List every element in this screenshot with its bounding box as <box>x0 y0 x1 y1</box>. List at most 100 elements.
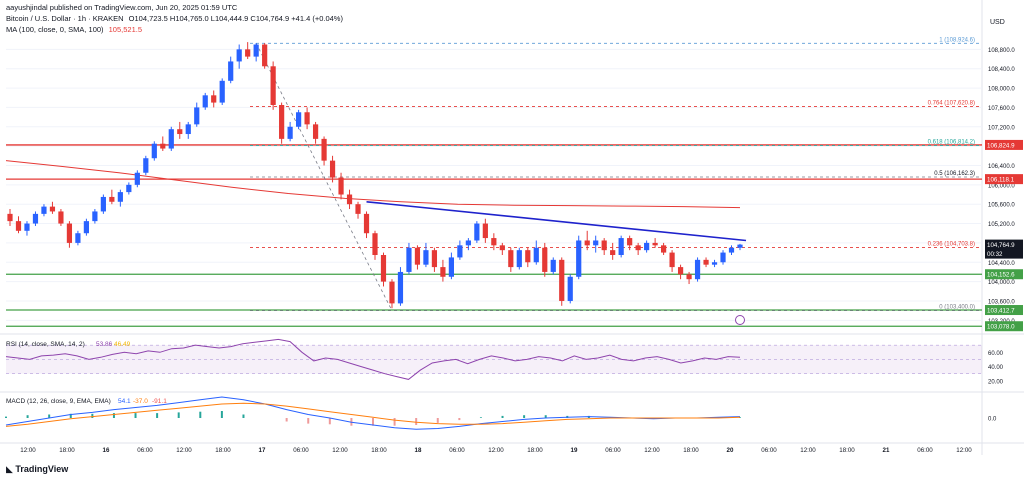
candle-body <box>117 192 123 202</box>
candle-body <box>41 206 47 214</box>
macd-histogram-bar <box>177 412 180 418</box>
ma-line: MA (100, close, 0, SMA, 100) 105,521.5 <box>6 25 145 34</box>
candle-body <box>7 213 13 222</box>
candle-body <box>100 196 106 212</box>
price-tick-label: 106,000.0 <box>988 183 1015 189</box>
candle-body <box>211 95 217 103</box>
currency-label: USD <box>990 19 1005 26</box>
price-badge <box>985 174 1023 185</box>
symbol-line: Bitcoin / U.S. Dollar · 1h · KRAKEN O104… <box>6 14 346 23</box>
symbol-label: Bitcoin / U.S. Dollar · 1h · KRAKEN <box>6 14 124 23</box>
macd-histogram-bar <box>48 414 51 418</box>
candle-body <box>380 255 387 282</box>
time-tick-label: 17 <box>259 447 266 454</box>
candle-body <box>83 221 89 234</box>
candle-body <box>703 259 709 265</box>
time-tick-label: 18:00 <box>683 447 699 454</box>
candle-body <box>75 233 81 243</box>
candle-body <box>610 250 616 255</box>
time-tick-label: 12:00 <box>956 447 972 454</box>
candle-body <box>126 184 132 193</box>
price-tick-label: 108,400.0 <box>988 67 1015 73</box>
time-tick-label: 21 <box>883 447 890 454</box>
price-badge-label: 106,118.1 <box>987 177 1015 184</box>
candle-body <box>601 240 607 251</box>
time-tick-label: 18:00 <box>371 447 387 454</box>
fib-level-label: 0.236 (104,703.8) <box>928 242 975 248</box>
macd-tick-label: 0.0 <box>988 417 997 423</box>
fib-connector <box>255 43 393 311</box>
candle-body <box>533 247 539 263</box>
candle-body <box>516 250 522 268</box>
candle-body <box>499 245 505 251</box>
candle-body <box>711 262 718 265</box>
time-tick-label: 12:00 <box>800 447 816 454</box>
candle-body <box>279 105 285 139</box>
fib-level-label: 0.618 (106,814.2) <box>928 139 975 145</box>
macd-histogram-bar <box>307 418 310 424</box>
macd-histogram-bar <box>112 413 115 418</box>
candle-body <box>448 257 454 277</box>
candle-body <box>134 172 140 185</box>
price-tick-label: 106,400.0 <box>988 164 1015 170</box>
moving-average-line <box>5 160 741 209</box>
candle-body <box>228 61 234 81</box>
candle-body <box>677 267 684 275</box>
candle-body <box>304 112 310 125</box>
macd-histogram-bar <box>523 415 526 418</box>
candle-body <box>338 177 344 195</box>
candle-body <box>457 245 463 258</box>
candle-body <box>559 259 565 301</box>
macd-histogram-bar <box>415 418 418 425</box>
macd-signal-value: -37.0 <box>133 398 148 405</box>
price-tick-label: 107,600.0 <box>988 106 1015 112</box>
candle-body <box>491 238 497 246</box>
candle-body <box>32 213 39 224</box>
price-badge-label: 104,152.6 <box>987 272 1015 279</box>
price-badge-label: 106,824.9 <box>987 142 1015 149</box>
candle-body <box>482 223 488 239</box>
time-tick-label: 18:00 <box>527 447 543 454</box>
rsi-tick-label: 60.00 <box>988 351 1004 357</box>
fib-level-label: 0.764 (107,620.8) <box>928 100 975 106</box>
price-badge-label: 104,764.9 <box>987 242 1015 249</box>
macd-signal-line <box>5 402 741 427</box>
time-tick-label: 12:00 <box>332 447 348 454</box>
macd-histogram-bar <box>544 415 547 418</box>
candle-body <box>644 242 650 251</box>
candle-body <box>262 44 268 67</box>
macd-histogram-bar <box>501 415 504 418</box>
candle-body <box>329 160 336 178</box>
event-icon <box>735 315 745 325</box>
candle-body <box>312 124 319 139</box>
macd-label: MACD (12, 26, close, 9, EMA, EMA) <box>6 398 111 405</box>
candle-body <box>92 211 98 222</box>
time-tick-label: 12:00 <box>488 447 504 454</box>
macd-histogram-bar <box>393 418 396 426</box>
macd-histogram-bar <box>199 411 202 418</box>
descending-trendline <box>366 200 747 242</box>
price-tick-label: 105,600.0 <box>988 203 1015 209</box>
candle-body <box>397 271 404 304</box>
rsi-value: 53.86 <box>96 341 113 348</box>
tradingview-logo: ◣ TradingView <box>6 464 69 474</box>
macd-histogram-bar <box>220 411 223 418</box>
candle-body <box>363 213 370 234</box>
time-tick-label: 18:00 <box>59 447 75 454</box>
candle-body <box>346 194 353 205</box>
time-tick-label: 18:00 <box>215 447 231 454</box>
candle-body <box>109 196 115 202</box>
candle-body <box>406 247 412 272</box>
candle-body <box>618 238 624 255</box>
price-badge <box>985 269 1023 280</box>
candle-body <box>414 247 421 265</box>
time-tick-label: 12:00 <box>20 447 36 454</box>
price-badge <box>985 239 1023 250</box>
rsi-tick-label: 40.00 <box>988 365 1004 371</box>
macd-histogram-bar <box>26 415 29 418</box>
candle-body <box>431 250 438 268</box>
macd-histogram-bar <box>156 413 159 418</box>
candle-body <box>296 112 302 127</box>
